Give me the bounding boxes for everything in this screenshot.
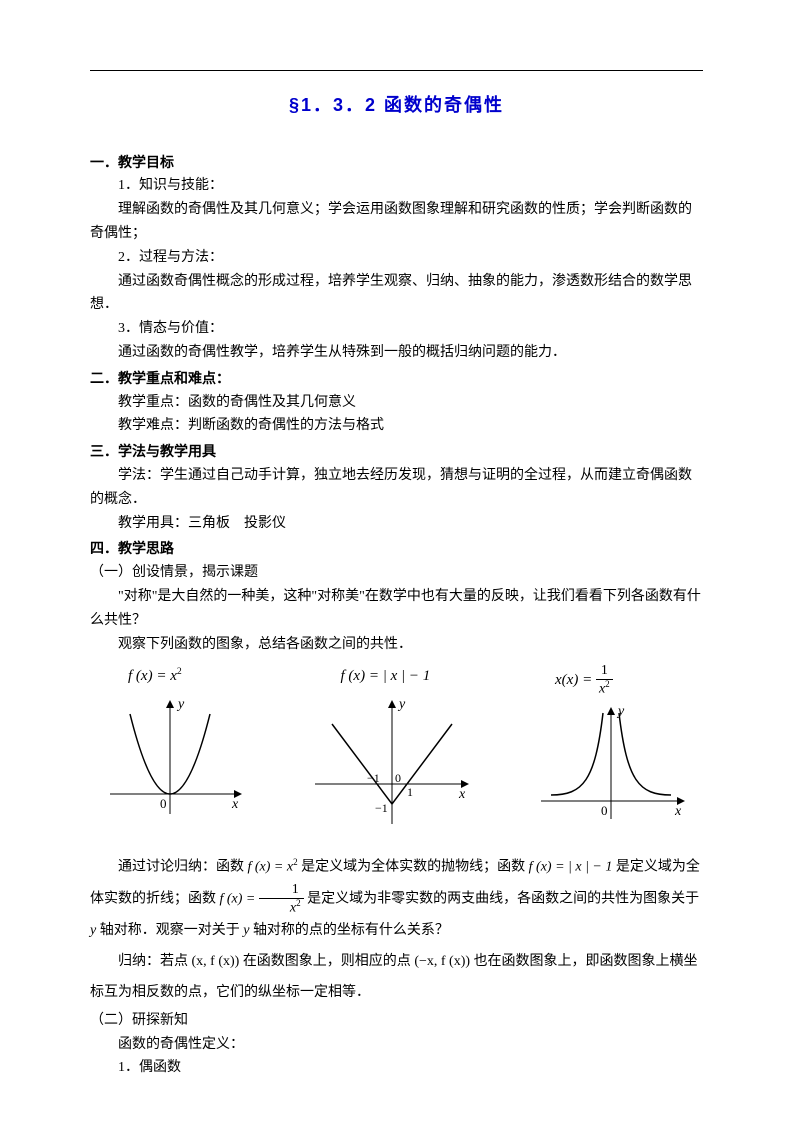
- heading-thought: 四．教学思路: [90, 537, 703, 561]
- heading-keypoints: 二．教学重点和难点：: [90, 367, 703, 391]
- top-rule: [90, 70, 703, 71]
- graph2-caption: f (x) = | x | − 1: [307, 664, 477, 690]
- svg-text:−1: −1: [367, 771, 380, 785]
- p-1-1: 1．知识与技能：: [90, 174, 703, 198]
- heading-method: 三．学法与教学用具: [90, 440, 703, 464]
- p-2-b: 教学难点：判断函数的奇偶性的方法与格式: [90, 414, 703, 438]
- svg-text:0: 0: [160, 796, 167, 811]
- svg-text:x: x: [674, 804, 682, 819]
- heading-goals: 一．教学目标: [90, 151, 703, 175]
- graph-parabola: f (x) = x2 0 x y: [100, 664, 250, 824]
- graph1-svg: 0 x y: [100, 694, 250, 824]
- p-1-3-body: 通过函数的奇偶性教学，培养学生从特殊到一般的概括归纳问题的能力．: [90, 341, 703, 365]
- graph3-svg: 0 x y: [533, 701, 693, 831]
- page-title: §1．3．2 函数的奇偶性: [90, 90, 703, 121]
- p-4-a-body: "对称"是大自然的一种美，这种"对称美"在数学中也有大量的反映，让我们看看下列各…: [90, 585, 703, 633]
- svg-text:y: y: [397, 697, 406, 712]
- p-2-a: 教学重点：函数的奇偶性及其几何意义: [90, 391, 703, 415]
- p-4-b2: 1．偶函数: [90, 1056, 703, 1080]
- graph1-caption: f (x) = x2: [100, 664, 250, 690]
- svg-text:y: y: [616, 704, 625, 719]
- p-4-b1: 函数的奇偶性定义：: [90, 1033, 703, 1057]
- graph-row: f (x) = x2 0 x y f (x) = | x | − 1: [90, 664, 703, 834]
- p-4-b: （二）研探新知: [90, 1009, 703, 1033]
- p-induction: 归纳：若点 (x, f (x)) 在函数图象上，则相应的点 (−x, f (x)…: [90, 947, 703, 1009]
- p-4-a: （一）创设情景，揭示课题: [90, 561, 703, 585]
- p-1-1-body: 理解函数的奇偶性及其几何意义；学会运用函数图象理解和研究函数的性质；学会判断函数…: [90, 198, 703, 246]
- p-1-3: 3．情态与价值：: [90, 317, 703, 341]
- p-1-2-body: 通过函数奇偶性概念的形成过程，培养学生观察、归纳、抽象的能力，渗透数形结合的数学…: [90, 270, 703, 318]
- graph-recip: x(x) = 1x2 0 x y: [533, 664, 693, 831]
- p-1-2: 2．过程与方法：: [90, 246, 703, 270]
- graph3-caption: x(x) = 1x2: [533, 664, 693, 697]
- svg-text:0: 0: [601, 803, 608, 818]
- p-discussion: 通过讨论归纳：函数 f (x) = x2 是定义域为全体实数的抛物线；函数 f …: [90, 852, 703, 947]
- svg-text:x: x: [231, 797, 239, 812]
- svg-text:y: y: [176, 697, 185, 712]
- p-4-a-body2: 观察下列函数的图象，总结各函数之间的共性．: [90, 633, 703, 657]
- graph-abs: f (x) = | x | − 1 −1 1 −1 0 x y: [307, 664, 477, 834]
- svg-text:0: 0: [395, 771, 401, 785]
- svg-text:−1: −1: [375, 801, 388, 815]
- graph2-svg: −1 1 −1 0 x y: [307, 694, 477, 834]
- p-3-a: 学法：学生通过自己动手计算，独立地去经历发现，猜想与证明的全过程，从而建立奇偶函…: [90, 464, 703, 512]
- svg-text:x: x: [458, 787, 466, 802]
- p-3-b: 教学用具：三角板 投影仪: [90, 512, 703, 536]
- svg-text:1: 1: [407, 785, 413, 799]
